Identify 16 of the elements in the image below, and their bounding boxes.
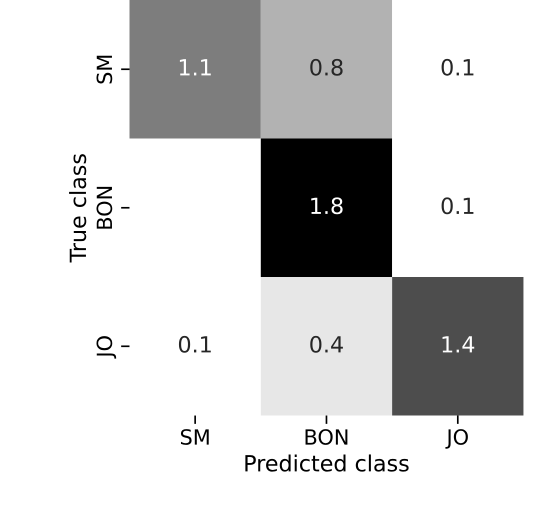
y-tick-label: JO xyxy=(96,336,116,359)
x-tick-label: JO xyxy=(445,429,468,449)
data-label: 1.4 xyxy=(442,336,474,352)
x-tick-label: SM xyxy=(180,429,209,445)
x-axis-title: Predicted class xyxy=(245,454,409,472)
x-tick-label: BON xyxy=(306,429,348,445)
data-label: 0.1 xyxy=(178,336,211,353)
data-label: 1.1 xyxy=(180,59,211,76)
data-label: 0.8 xyxy=(310,58,343,76)
y-tick-label: SM xyxy=(96,56,112,84)
y-axis-title: True class xyxy=(69,154,86,263)
data-label: 0.4 xyxy=(310,336,343,353)
y-tick-label: BON xyxy=(96,186,112,229)
data-label: 0.1 xyxy=(442,58,474,76)
data-label: 0.1 xyxy=(442,197,474,214)
data-label: 1.8 xyxy=(311,197,343,214)
